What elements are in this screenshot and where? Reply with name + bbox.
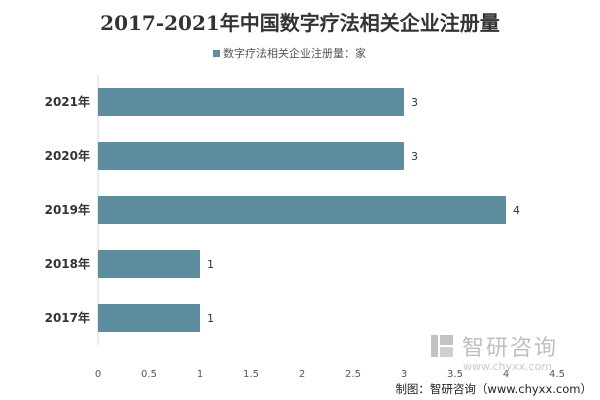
x-tick-label: 4 (503, 369, 509, 380)
data-labels: 3 3 4 1 1 (207, 96, 520, 325)
source-credit: 制图：智研咨询（www.chyxx.com） (395, 382, 592, 396)
data-label: 3 (411, 150, 418, 163)
bar-0 (98, 88, 404, 116)
x-tick-labels: 0 0.5 1 1.5 2 2.5 3 3.5 4 4.5 (95, 369, 565, 380)
y-tick-label: 2017年 (45, 310, 90, 325)
watermark: 智研咨询 www.chyxx.com (431, 335, 558, 373)
data-label: 3 (411, 96, 418, 109)
data-label: 1 (207, 312, 214, 325)
legend-label: 数字疗法相关企业注册量：家 (223, 46, 366, 60)
bar-1 (98, 142, 404, 170)
x-tick-label: 2.5 (345, 369, 361, 380)
data-label: 1 (207, 258, 214, 271)
y-tick-label: 2021年 (45, 94, 90, 109)
bar-3 (98, 250, 200, 278)
y-tick-labels: 2021年 2020年 2019年 2018年 2017年 (45, 94, 90, 325)
x-tick-label: 2 (299, 369, 305, 380)
legend-swatch (213, 50, 220, 57)
legend: 数字疗法相关企业注册量：家 (213, 46, 366, 60)
bars-group (98, 88, 506, 332)
x-tick-label: 1.5 (243, 369, 259, 380)
y-tick-label: 2019年 (45, 202, 90, 217)
y-tick-label: 2020年 (45, 148, 90, 163)
watermark-logo-icon (431, 335, 453, 357)
watermark-url: www.chyxx.com (463, 360, 552, 373)
y-tick-label: 2018年 (45, 256, 90, 271)
x-tick-label: 3.5 (447, 369, 463, 380)
x-tick-label: 4.5 (549, 369, 565, 380)
data-label: 4 (513, 204, 520, 217)
bar-4 (98, 304, 200, 332)
x-tick-label: 0.5 (141, 369, 157, 380)
chart-title: 2017-2021年中国数字疗法相关企业注册量 (100, 11, 500, 35)
x-tick-label: 1 (197, 369, 203, 380)
bar-2 (98, 196, 506, 224)
x-tick-label: 3 (401, 369, 407, 380)
watermark-brand: 智研咨询 (462, 336, 558, 361)
x-tick-label: 0 (95, 369, 101, 380)
